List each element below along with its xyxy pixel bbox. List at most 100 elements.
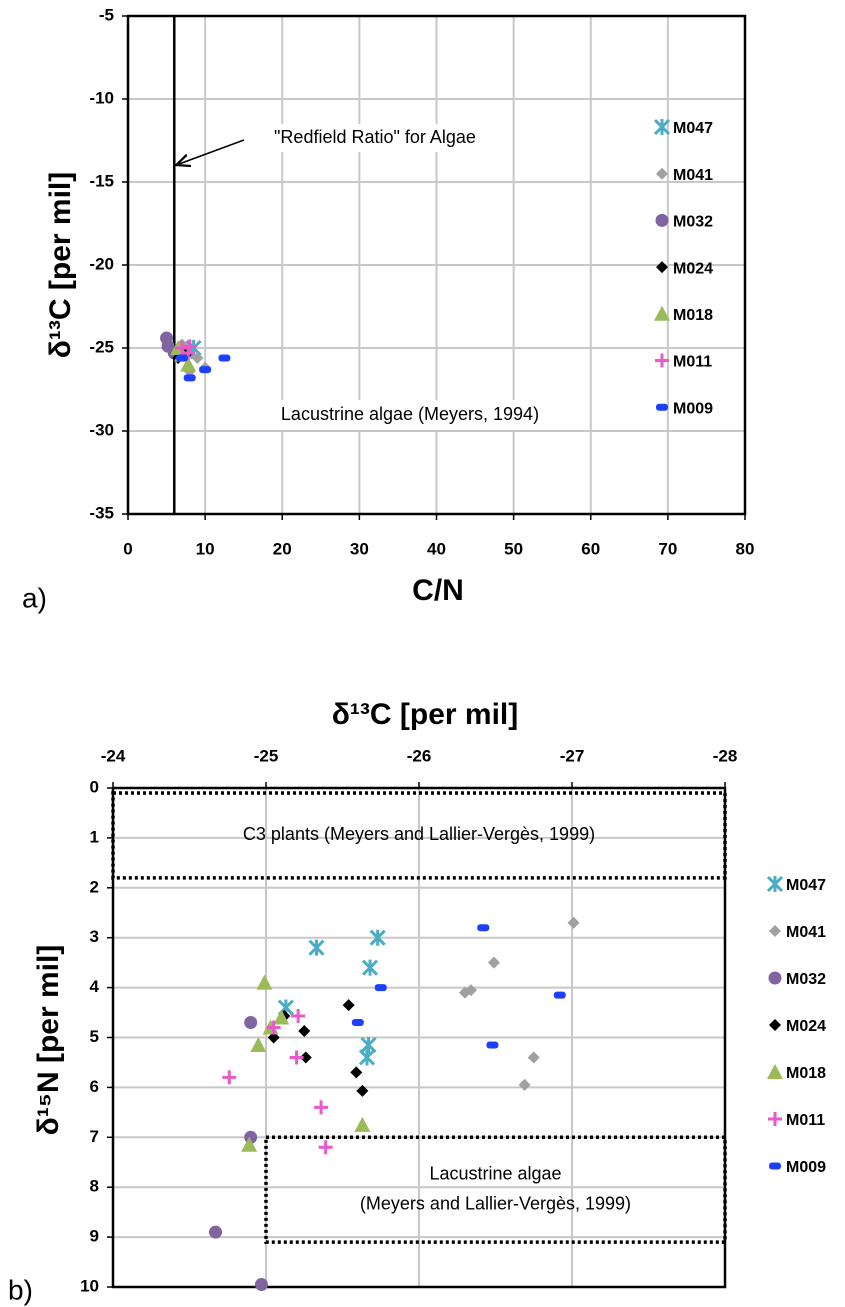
y-tick-label: 10: [80, 1276, 99, 1295]
x-tick-label: 40: [427, 539, 446, 558]
data-point: [209, 1225, 223, 1239]
legend-label: M032: [673, 214, 713, 231]
legend-label: M011: [673, 354, 712, 371]
y-tick-label: 9: [90, 1227, 99, 1246]
y-tick-label: -35: [89, 503, 114, 522]
x-tick-label: 70: [658, 539, 677, 558]
y-axis-title: δ¹⁵N [per mil]: [32, 945, 65, 1136]
label-bg: [235, 400, 585, 430]
data-point: [350, 1066, 363, 1079]
y-tick-label: 0: [90, 777, 99, 796]
data-point: [183, 374, 196, 382]
legend-label: M041: [673, 167, 713, 184]
legend-label: M011: [786, 1112, 825, 1129]
x-tick-label: -26: [407, 746, 432, 765]
y-tick-label: -5: [99, 5, 114, 24]
data-point: [181, 345, 196, 360]
panel-label: a): [22, 582, 47, 613]
data-point: [342, 999, 355, 1012]
x-tick-label: -27: [560, 746, 585, 765]
region-box: [111, 791, 727, 880]
legend-marker: [655, 213, 669, 227]
legend-marker: [769, 1019, 781, 1031]
data-point: [487, 956, 500, 969]
region-label: Lacustrine algae: [429, 1163, 561, 1183]
data-point: [553, 991, 566, 999]
legend-marker: [769, 925, 781, 937]
legend-label: M018: [673, 307, 713, 324]
data-point: [318, 1140, 333, 1155]
legend-marker: [656, 403, 668, 411]
region-label: (Meyers and Lallier-Vergès, 1999): [360, 1193, 631, 1213]
data-point: [256, 974, 273, 990]
legend-label: M018: [786, 1065, 826, 1082]
y-tick-label: 1: [90, 827, 99, 846]
data-point: [244, 1016, 258, 1030]
data-point: [299, 1051, 312, 1064]
data-point: [254, 1278, 268, 1292]
y-tick-label: 2: [90, 877, 99, 896]
y-tick-label: -10: [89, 88, 114, 107]
x-tick-label: 30: [350, 539, 369, 558]
legend-marker: [768, 1112, 782, 1126]
data-point: [527, 1051, 540, 1064]
y-tick-label: 7: [90, 1127, 99, 1146]
legend-marker: [769, 1162, 781, 1170]
y-tick-label: 5: [90, 1027, 99, 1046]
label-bg: [240, 124, 510, 152]
data-point: [273, 1009, 290, 1025]
plot-border: [126, 14, 747, 516]
y-tick-label: -30: [89, 420, 114, 439]
data-point: [308, 939, 325, 956]
legend-label: M024: [673, 260, 713, 277]
legend-marker: [654, 305, 670, 321]
x-tick-label: 10: [196, 539, 215, 558]
y-axis-title: δ¹³C [per mil]: [44, 172, 77, 359]
data-point: [199, 366, 212, 374]
legend-label: M009: [673, 400, 713, 417]
data-point: [314, 1100, 329, 1115]
data-point: [458, 986, 471, 999]
legend-marker: [768, 971, 782, 985]
legend-marker: [655, 353, 669, 368]
y-tick-label: -15: [89, 171, 114, 190]
data-point: [477, 924, 490, 932]
data-point: [518, 1078, 531, 1091]
data-point: [291, 1009, 306, 1024]
reference-arrow: [176, 139, 245, 165]
x-tick-label: -24: [101, 746, 126, 765]
region-label: C3 plants (Meyers and Lallier-Vergès, 19…: [243, 824, 595, 844]
x-tick-label: 50: [504, 539, 523, 558]
legend-marker: [767, 1064, 783, 1079]
y-tick-label: 3: [90, 927, 99, 946]
data-point: [218, 354, 231, 362]
x-tick-label: 60: [581, 539, 600, 558]
data-point: [351, 1019, 364, 1027]
x-axis-title: C/N: [412, 574, 464, 607]
data-point: [180, 356, 197, 372]
panel-label: b): [8, 1274, 33, 1305]
y-tick-label: 4: [90, 977, 100, 996]
y-tick-label: 6: [90, 1077, 99, 1096]
y-tick-label: -20: [89, 254, 114, 273]
data-point: [266, 1020, 281, 1035]
data-point: [360, 1036, 377, 1054]
legend-marker: [656, 261, 668, 274]
plot-border: [111, 786, 727, 1289]
data-point: [356, 1084, 369, 1097]
data-point: [567, 916, 580, 929]
data-point: [354, 1116, 371, 1132]
legend-label: M047: [673, 120, 713, 137]
legend-marker: [656, 167, 668, 180]
legend-label: M047: [786, 877, 826, 894]
y-tick-label: -25: [89, 337, 114, 356]
data-point: [361, 959, 379, 976]
data-point: [175, 354, 188, 362]
data-point: [298, 1025, 311, 1038]
x-tick-label: -25: [254, 746, 279, 765]
x-tick-label: 0: [123, 539, 132, 558]
legend-marker: [766, 875, 784, 893]
annotation: Lacustrine algae (Meyers, 1994): [281, 404, 539, 424]
region-box: [264, 1135, 727, 1244]
data-point: [191, 351, 204, 364]
